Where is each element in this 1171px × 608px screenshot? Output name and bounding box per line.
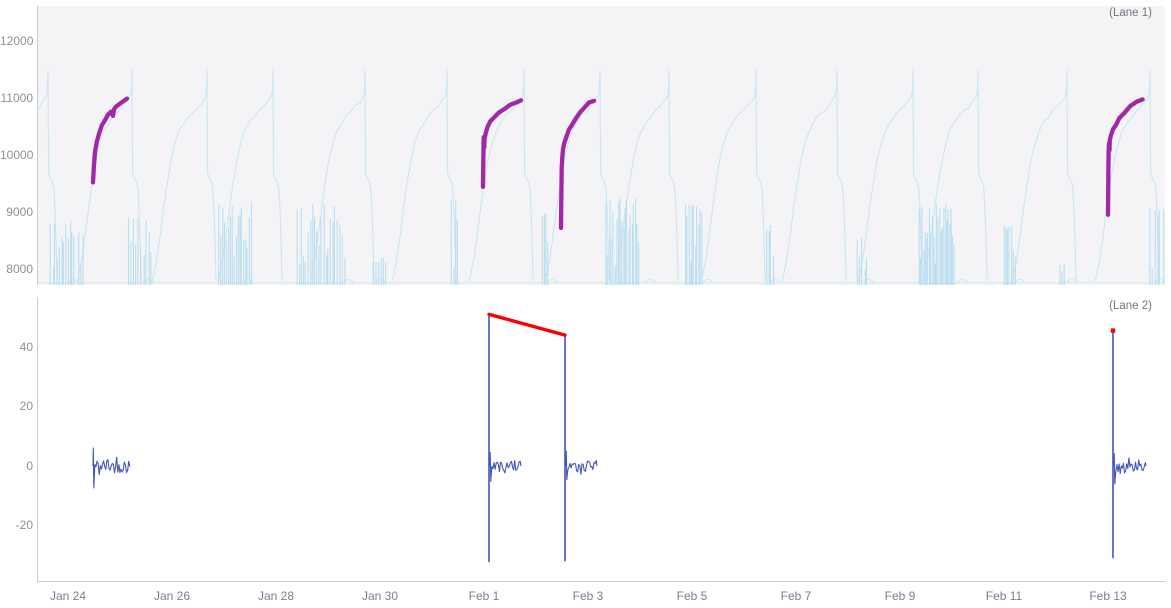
- xtick-label: Jan 24: [49, 589, 87, 603]
- lane1-title: (Lane 1): [1109, 7, 1152, 19]
- xtick-label: Feb 9: [884, 589, 916, 603]
- ytick-label: -20: [15, 518, 33, 532]
- xtick-label: Feb 1: [468, 589, 500, 603]
- xtick-label: Feb 3: [572, 589, 604, 603]
- xtick-label: Feb 5: [676, 589, 708, 603]
- lane2-title: (Lane 2): [1109, 300, 1152, 312]
- lane2-y-axis-line: [37, 297, 38, 581]
- lane1-plot-area: [38, 6, 1165, 285]
- xtick-label: Jan 26: [153, 589, 191, 603]
- xtick-label: Feb 7: [780, 589, 812, 603]
- ytick-label: 20: [19, 399, 33, 413]
- xtick-label: Feb 11: [985, 589, 1023, 603]
- ytick-label: 40: [19, 339, 33, 354]
- ytick-label: 0: [26, 458, 33, 473]
- ytick-label: 11000: [0, 90, 33, 105]
- x-axis-line: [37, 581, 1165, 582]
- ytick-label: 9000: [6, 204, 33, 219]
- xtick-label: Feb 13: [1089, 589, 1127, 603]
- xtick-label: Jan 30: [361, 589, 399, 603]
- lane1-y-axis-line: [37, 6, 38, 285]
- ytick-label: 8000: [6, 261, 33, 276]
- ytick-label: 12000: [0, 33, 34, 48]
- ytick-label: 10000: [0, 147, 34, 162]
- xtick-label: Jan 28: [257, 589, 295, 603]
